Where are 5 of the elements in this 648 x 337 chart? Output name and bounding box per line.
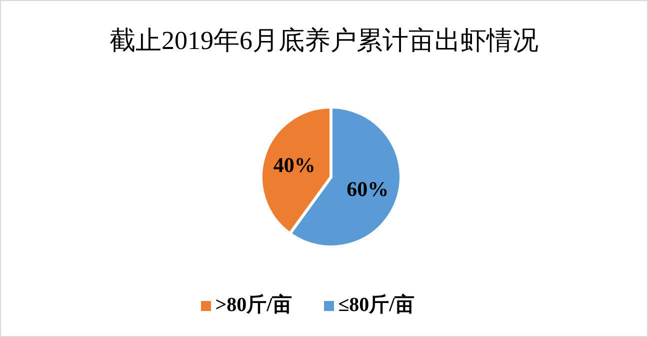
legend-label: ≤80斤/亩 — [338, 294, 415, 316]
legend-label: >80斤/亩 — [215, 294, 292, 316]
chart-title: 截止2019年6月底养户累计亩出虾情况 — [108, 25, 540, 57]
data-label: 40% — [273, 153, 316, 178]
data-label: 60% — [346, 176, 389, 201]
